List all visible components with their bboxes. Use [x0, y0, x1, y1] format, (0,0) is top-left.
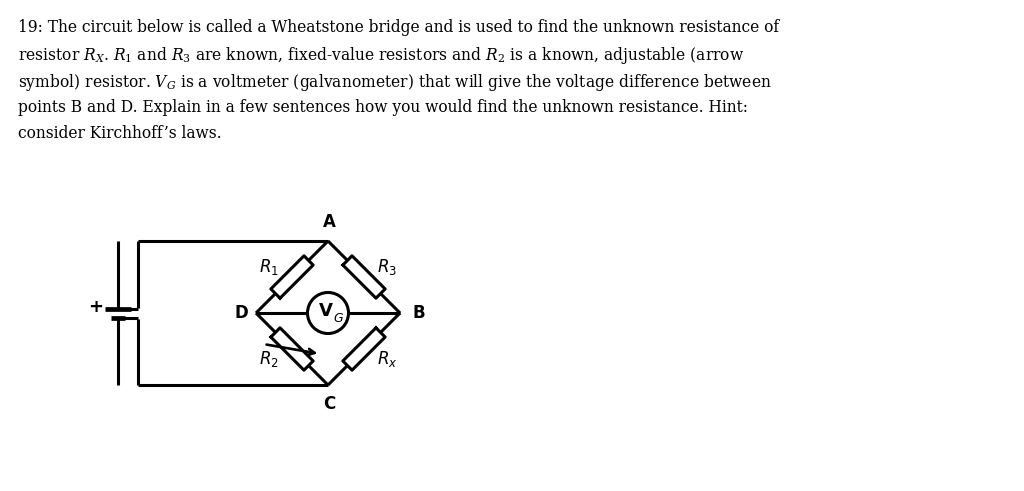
Text: symbol) resistor. $V_G$ is a voltmeter (galvanometer) that will give the voltage: symbol) resistor. $V_G$ is a voltmeter (… [18, 72, 772, 93]
Text: B: B [413, 304, 426, 322]
Text: C: C [323, 395, 335, 413]
Text: $\mathit{G}$: $\mathit{G}$ [333, 312, 344, 325]
Text: $R_2$: $R_2$ [259, 349, 279, 369]
Text: consider Kirchhoff’s laws.: consider Kirchhoff’s laws. [18, 125, 221, 142]
Text: 19: The circuit below is called a Wheatstone bridge and is used to find the unkn: 19: The circuit below is called a Wheats… [18, 19, 779, 36]
Text: points B and D. Explain in a few sentences how you would find the unknown resist: points B and D. Explain in a few sentenc… [18, 99, 748, 115]
Text: $R_3$: $R_3$ [377, 257, 397, 277]
Text: +: + [88, 299, 103, 317]
Text: $\mathbf{V}$: $\mathbf{V}$ [317, 301, 334, 320]
Text: resistor $R_X$. $R_1$ and $R_3$ are known, fixed-value resistors and $R_2$ is a : resistor $R_X$. $R_1$ and $R_3$ are know… [18, 46, 744, 66]
Text: D: D [234, 304, 248, 322]
Text: $R_1$: $R_1$ [259, 257, 279, 277]
Text: $R_x$: $R_x$ [377, 349, 397, 369]
Text: A: A [323, 213, 336, 231]
